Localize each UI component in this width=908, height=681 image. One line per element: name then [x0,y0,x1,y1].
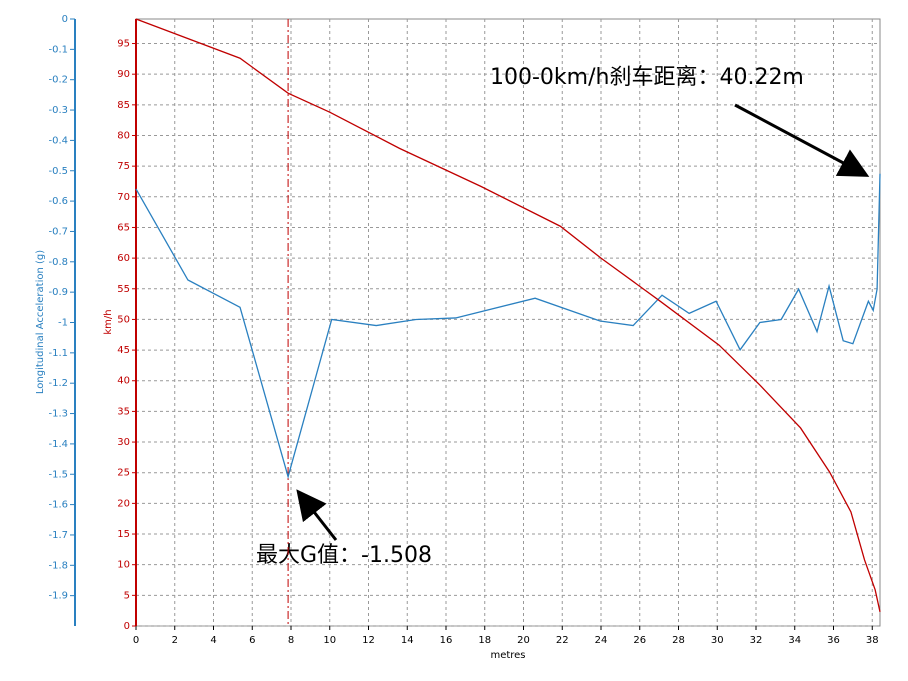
x-tick-label: 24 [595,635,608,646]
y2-tick-label: 5 [124,590,130,601]
x-tick-label: 4 [210,635,216,646]
x-tick-label: 28 [672,635,685,646]
y-tick-label: -0.8 [48,257,68,268]
x-tick-label: 34 [788,635,801,646]
y-tick-label: -0.4 [48,135,68,146]
y2-tick-label: 40 [117,376,130,387]
x-tick-label: 2 [172,635,178,646]
y2-tick-label: 90 [117,69,130,80]
y-tick-label: -0.7 [48,226,68,237]
series-line [135,173,881,480]
y-tick-label: 0 [62,14,68,25]
x-tick-label: 36 [827,635,840,646]
x-tick-label: 32 [750,635,763,646]
y-tick-label: -0.2 [48,75,68,86]
y2-tick-label: 35 [117,406,130,417]
y-tick-label: -1.5 [48,469,68,480]
y2-tick-label: 15 [117,529,130,540]
y-tick-label: -0.6 [48,196,68,207]
x-tick-label: 16 [440,635,453,646]
y2-tick-label: 50 [117,314,130,325]
x-tick-label: 18 [478,635,491,646]
x-tick-label: 14 [401,635,414,646]
y2-tick-label: 10 [117,560,130,571]
y2-tick-label: 75 [117,161,130,172]
y-axis-title: Longitudinal Acceleration (g) [35,250,46,394]
y-tick-label: -1.1 [48,348,68,359]
plot-area [135,18,881,627]
y2-tick-label: 70 [117,192,130,203]
y-tick-label: -1.6 [48,500,68,511]
y2-tick-label: 55 [117,284,130,295]
x-tick-label: 6 [249,635,255,646]
y2-tick-label: 25 [117,468,130,479]
x-tick-label: 10 [323,635,336,646]
y2-tick-label: 45 [117,345,130,356]
y2-tick-label: 80 [117,130,130,141]
y-tick-label: -1.7 [48,530,68,541]
arrow [296,489,338,541]
y2-tick-label: 85 [117,100,130,111]
y2-tick-label: 20 [117,498,130,509]
x-tick-label: 38 [866,635,879,646]
y-tick-label: -0.1 [48,44,68,55]
y2-axis-title: km/h [103,309,114,334]
x-tick-label: 30 [711,635,724,646]
y-tick-label: -1.2 [48,378,68,389]
y-tick-label: -1.8 [48,560,68,571]
annotation: 最大G值：-1.508 [256,543,432,568]
y-tick-label: -1.4 [48,439,68,450]
y-tick-label: -1 [58,318,68,329]
y2-tick-label: 0 [124,621,130,632]
y-tick-label: -0.9 [48,287,68,298]
x-tick-label: 0 [133,635,139,646]
y-tick-label: -1.3 [48,409,68,420]
x-tick-label: 12 [362,635,375,646]
y2-tick-label: 60 [117,253,130,264]
y-tick-label: -0.3 [48,105,68,116]
y2-tick-label: 30 [117,437,130,448]
annotation: 100-0km/h刹车距离：40.22m [490,65,804,90]
x-tick-label: 8 [288,635,294,646]
x-tick-label: 26 [633,635,646,646]
x-tick-label: 22 [556,635,569,646]
y-tick-label: -1.9 [48,591,68,602]
y2-tick-label: 95 [117,39,130,50]
y-tick-label: -0.5 [48,166,68,177]
x-tick-label: 20 [517,635,530,646]
arrow [734,103,870,177]
series-line [135,18,881,613]
x-axis-title: metres [490,650,525,661]
y2-tick-label: 65 [117,222,130,233]
